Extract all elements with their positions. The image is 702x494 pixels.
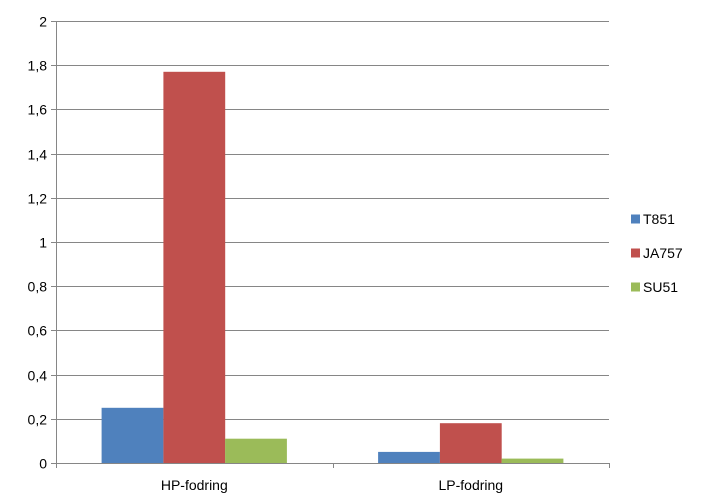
legend-item-su51: SU51 xyxy=(631,279,678,295)
bar-su51-lp-fodring xyxy=(501,458,564,463)
y-axis-tick-labels: 0 0,2 0,4 0,6 0,8 1 1,2 1,4 1,6 1,8 2 xyxy=(28,14,48,472)
y-tick-label: 2 xyxy=(39,14,47,30)
y-tick-label: 1 xyxy=(39,235,47,251)
gridlines xyxy=(56,21,609,420)
y-tick-label: 0,4 xyxy=(28,368,48,384)
legend-item-ja757: JA757 xyxy=(631,245,683,261)
legend-swatch xyxy=(631,214,640,224)
x-tick-label: HP-fodring xyxy=(161,477,228,493)
y-tick-label: 0,2 xyxy=(28,412,48,428)
bar-ja757-lp-fodring xyxy=(439,423,502,463)
y-tick-label: 1,6 xyxy=(28,102,48,118)
legend-item-t851: T851 xyxy=(631,211,675,227)
x-axis-tick-labels: HP-fodring LP-fodring xyxy=(161,477,503,493)
bar-su51-hp-fodring xyxy=(225,438,287,463)
legend: T851 JA757 SU51 xyxy=(631,211,683,295)
bars xyxy=(101,71,564,464)
bar-t851-lp-fodring xyxy=(378,451,440,463)
bar-t851-hp-fodring xyxy=(101,407,164,464)
y-tick-label: 0 xyxy=(39,456,47,472)
y-tick-label: 1,2 xyxy=(28,191,48,207)
y-tick-label: 1,4 xyxy=(28,147,48,163)
x-tick-label: LP-fodring xyxy=(439,477,504,493)
legend-label: SU51 xyxy=(643,279,678,295)
bar-ja757-hp-fodring xyxy=(163,71,226,464)
legend-label: JA757 xyxy=(643,245,683,261)
legend-swatch xyxy=(631,282,640,292)
y-tick-label: 1,8 xyxy=(28,58,48,74)
axes xyxy=(51,21,610,468)
legend-swatch xyxy=(631,248,640,258)
legend-label: T851 xyxy=(643,211,675,227)
y-tick-label: 0,6 xyxy=(28,323,48,339)
y-tick-label: 0,8 xyxy=(28,279,48,295)
